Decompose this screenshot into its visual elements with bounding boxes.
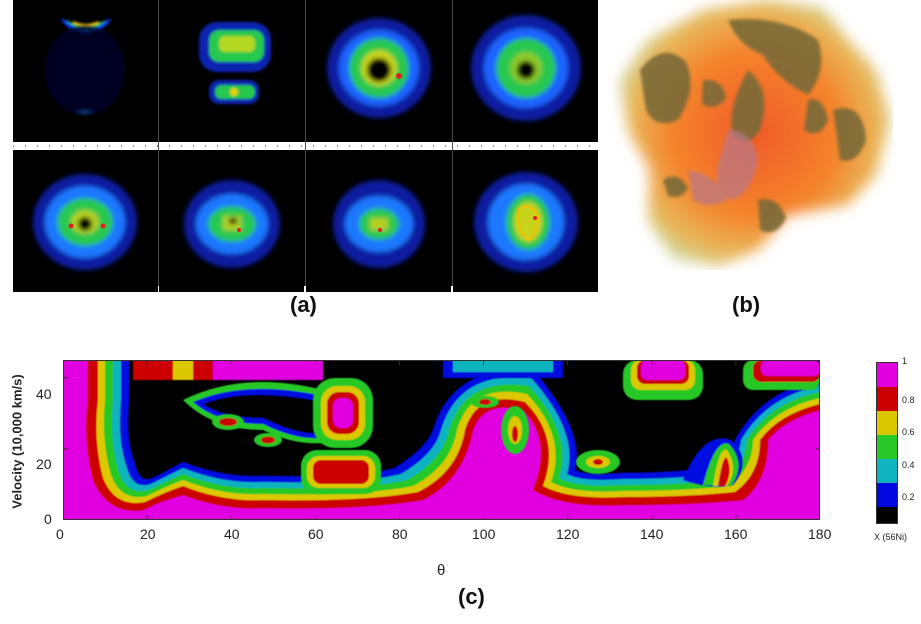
slice-frame-2 <box>159 0 304 142</box>
x-tick-label: 0 <box>56 526 64 542</box>
x-tick-label: 180 <box>808 526 832 542</box>
x-tick-label: 20 <box>140 526 156 542</box>
x-tick-label: 160 <box>724 526 748 542</box>
colorbar-tick: 0.8 <box>902 395 915 405</box>
slice-frame-6 <box>159 150 304 292</box>
x-tick-label: 140 <box>640 526 664 542</box>
y-axis-label: Velocity (10,000 km/s) <box>9 374 25 509</box>
slice-frame-4 <box>453 0 598 142</box>
slice-frame-3 <box>306 0 451 142</box>
panel-c-label: (c) <box>458 584 485 609</box>
colorbar-label: X (56Ni) <box>874 532 908 542</box>
panel-b-3d-render <box>608 0 893 270</box>
colorbar-tick: 1 <box>902 356 908 366</box>
colorbar-tick: 0.6 <box>902 427 915 437</box>
colorbar-tick: 0.2 <box>902 492 915 502</box>
y-tick-label: 20 <box>36 456 52 472</box>
x-tick-label: 80 <box>392 526 408 542</box>
x-axis-label: θ <box>437 562 446 579</box>
x-tick-label: 40 <box>224 526 240 542</box>
x-tick-label: 120 <box>556 526 580 542</box>
y-tick-label: 0 <box>44 511 52 527</box>
panel-c-heatmap-plot <box>62 360 821 521</box>
panel-a-image-grid <box>13 0 598 292</box>
slice-frame-5 <box>13 150 158 292</box>
slice-frame-8 <box>453 150 598 292</box>
slice-frame-1 <box>13 0 158 142</box>
panel-b-label: (b) <box>732 292 761 317</box>
x-tick-label: 60 <box>308 526 324 542</box>
colorbar-tick: 0.4 <box>902 460 915 470</box>
slice-frame-7 <box>306 150 451 292</box>
y-tick-label: 40 <box>36 386 52 402</box>
x-tick-label: 100 <box>472 526 496 542</box>
panel-a-label: (a) <box>290 292 317 317</box>
colorbar <box>876 362 898 524</box>
